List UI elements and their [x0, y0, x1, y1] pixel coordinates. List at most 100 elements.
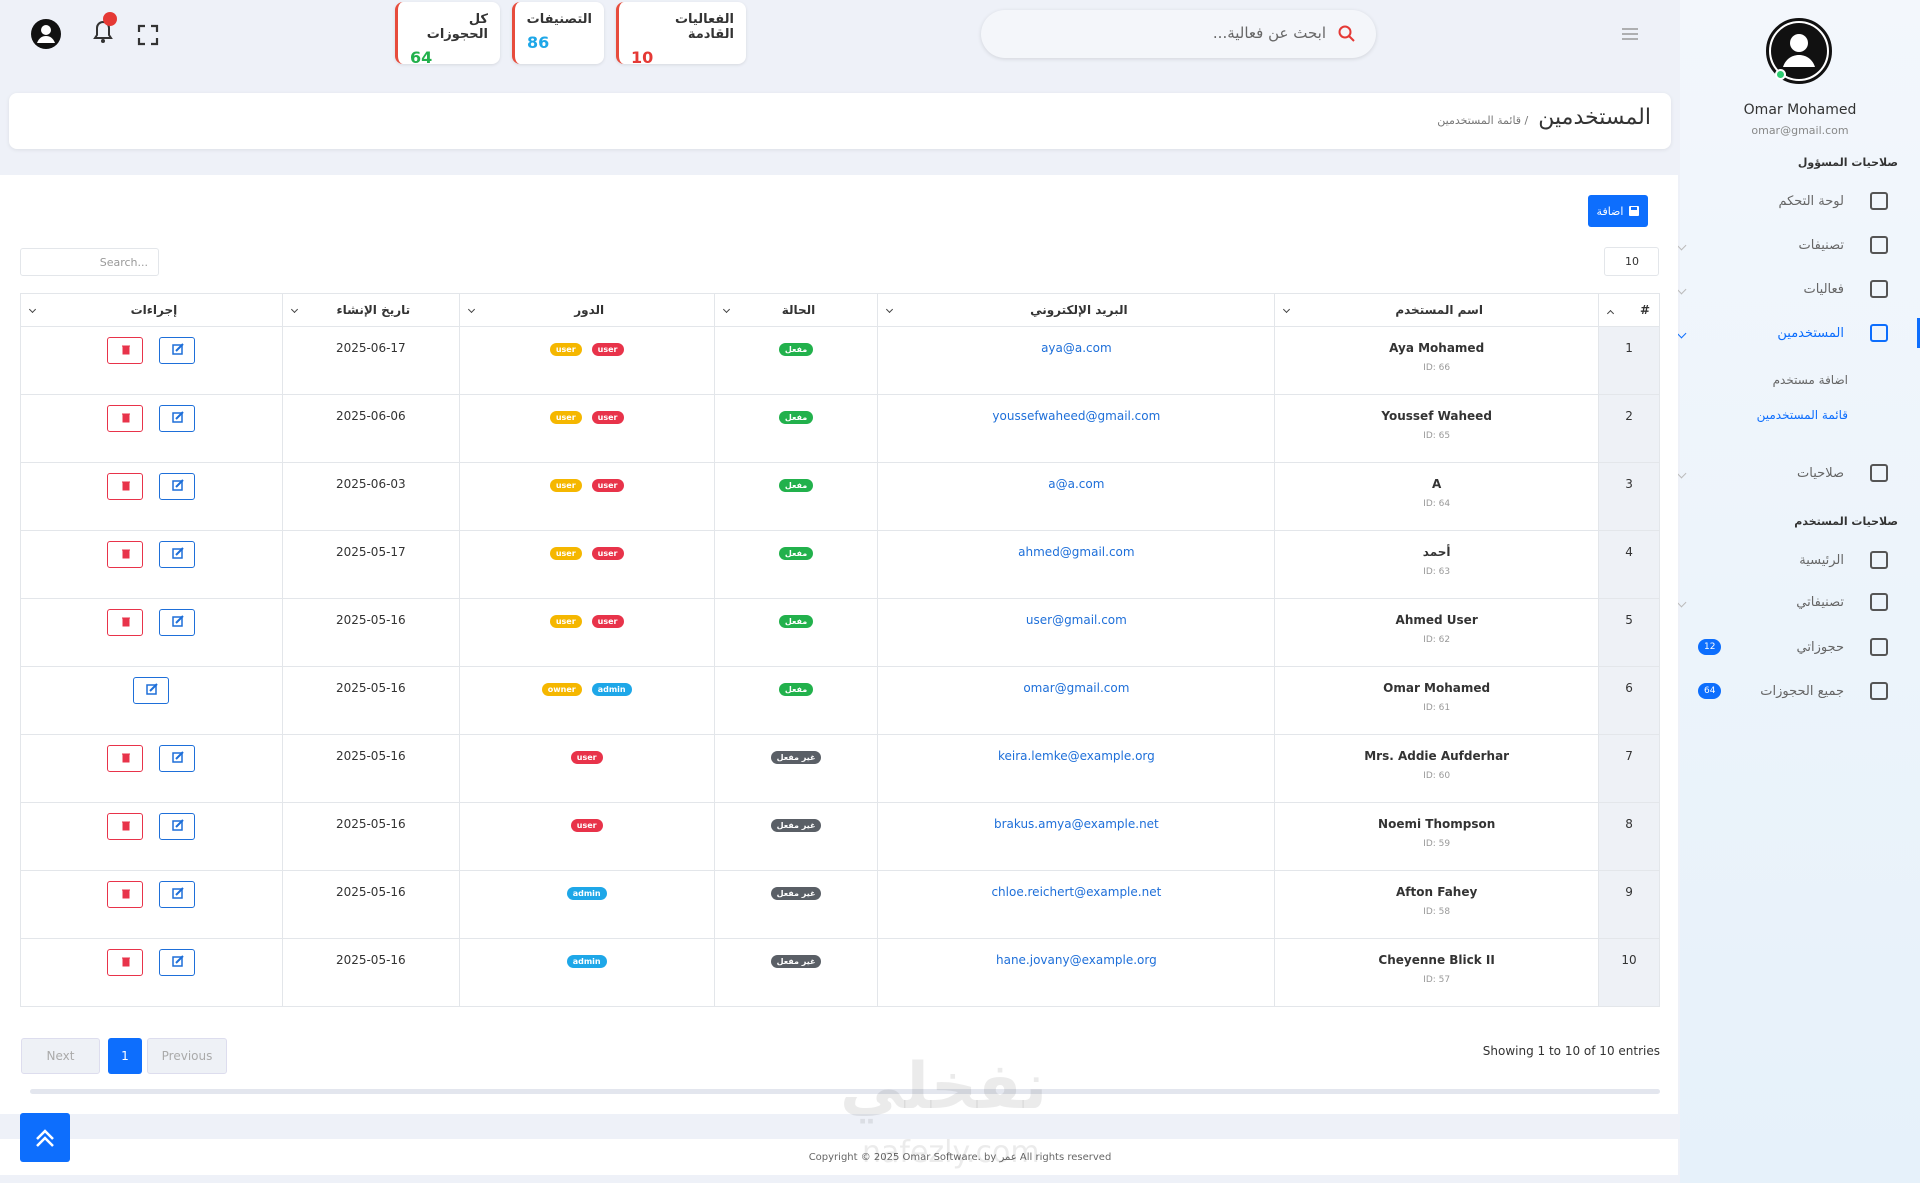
watermark-url: nafezly.com — [862, 1135, 1040, 1170]
scroll-top-button[interactable] — [20, 1113, 70, 1162]
next-button[interactable]: Next — [21, 1038, 100, 1074]
role-cell: user user — [458, 530, 715, 599]
role-badge: user — [549, 547, 582, 560]
user-email[interactable]: keira.lemke@example.org — [997, 749, 1155, 763]
user-cell: Mrs. Addie Aufderhar ID: 60 — [1274, 734, 1600, 803]
user-cell: Aya Mohamed ID: 66 — [1274, 326, 1600, 395]
status-cell: مفعل — [713, 326, 879, 395]
column-header[interactable]: الحالة — [713, 293, 879, 327]
edit-button[interactable] — [159, 609, 196, 636]
menu-item[interactable]: لوحة التحكم — [1688, 186, 1888, 216]
edit-button[interactable] — [159, 745, 196, 772]
edit-button[interactable] — [133, 677, 170, 704]
user-name: Aya Mohamed — [1389, 341, 1485, 355]
edit-button[interactable] — [159, 541, 196, 568]
role-badge: admin — [591, 683, 632, 696]
menu-item[interactable]: حجوزاتي 12 — [1688, 632, 1888, 662]
user-id: ID: 63 — [1423, 567, 1451, 577]
user-id: ID: 60 — [1423, 771, 1451, 781]
add-button[interactable]: اضافة — [1588, 195, 1648, 227]
menu-icon — [1870, 324, 1888, 342]
role-cell: admin — [458, 938, 715, 1007]
profile-icon[interactable] — [30, 18, 62, 50]
page-length[interactable]: 10 — [1604, 247, 1659, 276]
created-date: 2025-05-16 — [281, 938, 460, 1007]
delete-button[interactable] — [107, 337, 144, 364]
edit-button[interactable] — [159, 473, 196, 500]
submenu-item[interactable]: قائمة المستخدمين — [1688, 400, 1888, 430]
menu-icon — [1870, 638, 1888, 656]
table-search[interactable]: Search... — [20, 248, 159, 276]
table-row: 3 A ID: 64 a@a.com مفعل user user 2025-06-03 — [20, 462, 1660, 531]
delete-button[interactable] — [107, 813, 144, 840]
created-date: 2025-05-17 — [281, 530, 460, 599]
status-cell: غير مفعل — [713, 802, 879, 871]
menu-item[interactable]: تصنيفاتي — [1676, 587, 1888, 617]
menu-label: تصنيفات — [1798, 237, 1844, 253]
delete-button[interactable] — [107, 745, 144, 772]
role-badge: user — [549, 615, 582, 628]
role-badge: admin — [566, 955, 607, 968]
user-email[interactable]: youssefwaheed@gmail.com — [992, 409, 1161, 423]
user-name: أحمد — [1422, 545, 1451, 559]
page-title: المستخدمين — [1538, 105, 1651, 130]
menu-item[interactable]: صلاحيات — [1676, 458, 1888, 488]
delete-button[interactable] — [107, 609, 144, 636]
row-number: 3 — [1598, 462, 1660, 531]
user-name: Youssef Waheed — [1381, 409, 1492, 423]
row-number: 1 — [1598, 326, 1660, 395]
menu-toggle[interactable] — [1622, 28, 1638, 40]
delete-button[interactable] — [107, 541, 144, 568]
menu-item[interactable]: الرئيسية — [1688, 545, 1888, 575]
column-header[interactable]: البريد الإلكتروني — [877, 293, 1276, 327]
edit-button[interactable] — [159, 881, 196, 908]
user-email[interactable]: user@gmail.com — [1025, 613, 1127, 627]
column-header[interactable]: الدور — [458, 293, 715, 327]
menu-item[interactable]: تصنيفات — [1676, 230, 1888, 260]
menu-item[interactable]: جميع الحجوزات 64 — [1688, 676, 1888, 706]
footer-text: Copyright © 2025 Omar Software. by عمر A… — [808, 1152, 1112, 1163]
user-email[interactable]: brakus.amya@example.net — [993, 817, 1159, 831]
user-id: ID: 57 — [1423, 975, 1451, 985]
user-email[interactable]: hane.jovany@example.org — [995, 953, 1157, 967]
edit-button[interactable] — [159, 949, 196, 976]
user-email[interactable]: a@a.com — [1048, 477, 1105, 491]
user-email[interactable]: ahmed@gmail.com — [1018, 545, 1135, 559]
sidebar: Omar Mohamed omar@gmail.com صلاحيات المس… — [1676, 0, 1920, 1183]
submenu-item[interactable]: اضافة مستخدم — [1688, 365, 1888, 395]
column-header[interactable]: اسم المستخدم — [1274, 293, 1600, 327]
page-button[interactable]: 1 — [108, 1038, 142, 1074]
stat-value: 64 — [410, 48, 433, 67]
delete-button[interactable] — [107, 881, 144, 908]
menu-item[interactable]: المستخدمين — [1676, 318, 1888, 348]
delete-button[interactable] — [107, 405, 144, 432]
user-email[interactable]: chloe.reichert@example.net — [991, 885, 1162, 899]
user-id: ID: 62 — [1423, 635, 1451, 645]
menu-label: صلاحيات — [1797, 465, 1844, 481]
user-id: ID: 66 — [1423, 363, 1451, 373]
search-input[interactable]: ابحث عن فعالية... — [981, 10, 1376, 58]
previous-button[interactable]: Previous — [147, 1038, 227, 1074]
delete-button[interactable] — [107, 473, 144, 500]
menu-badge: 64 — [1698, 683, 1722, 699]
column-header[interactable]: تاريخ الإنشاء — [281, 293, 460, 327]
fullscreen-icon[interactable] — [137, 24, 159, 46]
watermark: نفخلي — [840, 1050, 1048, 1124]
column-header-inner: الدور — [461, 303, 713, 317]
column-header[interactable]: # — [1598, 293, 1660, 327]
menu-icon — [1870, 236, 1888, 254]
email-cell: keira.lemke@example.org — [877, 734, 1276, 803]
user-email[interactable]: omar@gmail.com — [1023, 681, 1130, 695]
email-cell: user@gmail.com — [877, 598, 1276, 667]
edit-button[interactable] — [159, 337, 196, 364]
avatar[interactable] — [1766, 18, 1832, 84]
delete-button[interactable] — [107, 949, 144, 976]
table-row: 8 Noemi Thompson ID: 59 brakus.amya@example… — [20, 802, 1660, 871]
user-email[interactable]: aya@a.com — [1041, 341, 1112, 355]
column-header[interactable]: إجراءات — [20, 293, 283, 327]
menu-item[interactable]: فعاليات — [1676, 274, 1888, 304]
notification-icon[interactable] — [82, 8, 122, 48]
edit-button[interactable] — [159, 405, 196, 432]
status-badge: غير مفعل — [770, 819, 822, 832]
edit-button[interactable] — [159, 813, 196, 840]
